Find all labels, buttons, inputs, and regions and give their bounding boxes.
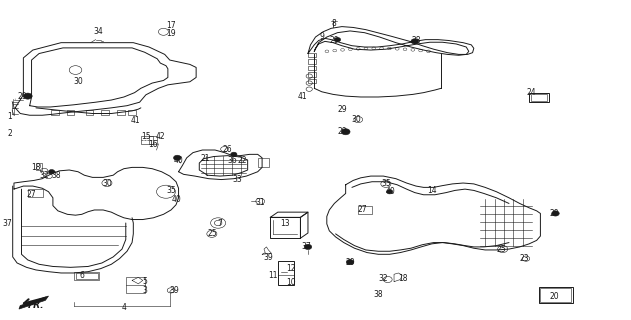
Text: 32: 32 bbox=[379, 274, 388, 283]
Text: 40: 40 bbox=[174, 156, 184, 164]
Text: 24: 24 bbox=[526, 88, 536, 97]
Circle shape bbox=[411, 39, 418, 44]
Bar bbox=[28, 189, 44, 197]
Text: 40: 40 bbox=[171, 195, 181, 204]
Text: 25: 25 bbox=[496, 244, 505, 253]
Bar bbox=[36, 164, 42, 170]
Text: 29: 29 bbox=[345, 259, 355, 268]
Text: 29: 29 bbox=[550, 209, 559, 218]
Text: 32: 32 bbox=[39, 171, 49, 180]
Circle shape bbox=[551, 211, 559, 216]
Text: 33: 33 bbox=[232, 175, 242, 184]
Bar bbox=[67, 110, 74, 115]
Text: 18: 18 bbox=[31, 163, 40, 172]
Text: 25: 25 bbox=[208, 229, 217, 238]
Text: 27: 27 bbox=[27, 190, 37, 199]
Text: 37: 37 bbox=[301, 243, 311, 252]
Text: 30: 30 bbox=[351, 115, 361, 124]
Bar bbox=[278, 261, 293, 285]
Text: 6: 6 bbox=[80, 271, 85, 280]
Bar bbox=[128, 110, 136, 115]
Text: 29: 29 bbox=[338, 127, 347, 136]
Bar bbox=[141, 136, 153, 144]
Bar bbox=[126, 277, 144, 292]
Text: 2: 2 bbox=[7, 129, 12, 139]
Text: 27: 27 bbox=[358, 205, 367, 214]
Circle shape bbox=[49, 170, 55, 174]
Text: 7: 7 bbox=[217, 220, 222, 228]
Text: 13: 13 bbox=[281, 219, 290, 228]
Bar bbox=[102, 110, 109, 115]
Text: 17: 17 bbox=[166, 21, 176, 30]
Bar bbox=[308, 53, 316, 57]
Text: 39: 39 bbox=[169, 286, 179, 295]
Text: 16: 16 bbox=[149, 140, 158, 149]
Text: 42: 42 bbox=[155, 132, 165, 140]
Bar bbox=[358, 206, 372, 214]
Text: 5: 5 bbox=[142, 277, 147, 286]
Text: 39: 39 bbox=[264, 253, 273, 262]
Circle shape bbox=[341, 129, 350, 135]
Text: 28: 28 bbox=[411, 36, 421, 45]
Text: 34: 34 bbox=[94, 27, 103, 36]
Text: 14: 14 bbox=[427, 186, 437, 195]
Bar bbox=[308, 59, 316, 64]
Text: 38: 38 bbox=[51, 171, 61, 180]
Text: 29: 29 bbox=[18, 92, 28, 101]
Bar bbox=[86, 110, 93, 115]
Bar bbox=[308, 72, 316, 76]
Circle shape bbox=[23, 93, 32, 99]
Circle shape bbox=[387, 189, 392, 194]
Text: 38: 38 bbox=[374, 290, 383, 299]
Text: 18: 18 bbox=[399, 274, 408, 283]
Text: 26: 26 bbox=[223, 145, 232, 154]
Text: 3: 3 bbox=[142, 286, 147, 295]
Bar bbox=[270, 217, 300, 238]
Bar bbox=[257, 158, 269, 167]
Text: 35: 35 bbox=[166, 186, 176, 195]
Text: 12: 12 bbox=[286, 264, 296, 273]
Text: 35: 35 bbox=[381, 179, 391, 188]
Text: 41: 41 bbox=[298, 92, 308, 100]
Text: 22: 22 bbox=[237, 156, 247, 164]
Text: 37: 37 bbox=[3, 219, 13, 228]
Bar bbox=[149, 136, 156, 144]
Bar bbox=[529, 93, 549, 102]
Text: 1: 1 bbox=[7, 112, 12, 121]
Text: 31: 31 bbox=[256, 198, 265, 207]
Circle shape bbox=[174, 155, 181, 160]
Text: 9: 9 bbox=[319, 32, 324, 41]
Bar bbox=[117, 110, 124, 115]
Text: 40: 40 bbox=[386, 187, 396, 196]
Text: 10: 10 bbox=[286, 278, 296, 287]
Polygon shape bbox=[19, 296, 49, 309]
Text: 19: 19 bbox=[166, 29, 176, 38]
Text: 20: 20 bbox=[550, 292, 559, 301]
Circle shape bbox=[334, 37, 341, 42]
Bar bbox=[308, 79, 316, 83]
Text: 29: 29 bbox=[329, 36, 339, 45]
Text: 4: 4 bbox=[122, 303, 127, 312]
Text: FR.: FR. bbox=[28, 301, 44, 310]
Text: 36: 36 bbox=[228, 156, 237, 164]
Bar bbox=[51, 110, 59, 115]
Text: 30: 30 bbox=[102, 179, 112, 188]
Text: 15: 15 bbox=[141, 132, 151, 140]
Circle shape bbox=[346, 260, 354, 265]
Text: 30: 30 bbox=[73, 77, 83, 86]
Bar bbox=[76, 273, 98, 279]
Circle shape bbox=[304, 244, 312, 250]
Bar bbox=[308, 66, 316, 70]
Text: 11: 11 bbox=[268, 271, 278, 280]
Text: 23: 23 bbox=[519, 254, 529, 263]
Bar bbox=[540, 288, 571, 302]
Text: 8: 8 bbox=[332, 19, 337, 28]
Text: 41: 41 bbox=[131, 116, 140, 125]
Text: 21: 21 bbox=[201, 154, 210, 163]
Bar bbox=[531, 94, 547, 101]
Bar bbox=[74, 272, 99, 279]
Text: 29: 29 bbox=[338, 105, 347, 114]
Bar bbox=[538, 287, 573, 303]
Circle shape bbox=[231, 152, 237, 156]
